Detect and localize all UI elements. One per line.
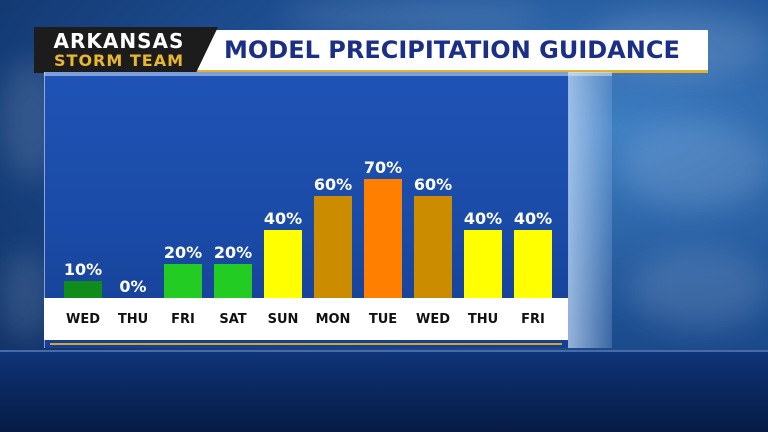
- day-label: FRI: [521, 312, 545, 327]
- bar-sat-3: [214, 264, 252, 298]
- sea-background: [0, 350, 768, 432]
- cloud: [280, 0, 540, 30]
- bar-fri-9: [514, 230, 552, 298]
- bar-mon-5: [314, 196, 352, 298]
- logo-line-2: STORM TEAM: [54, 51, 184, 70]
- bar-value-label: 60%: [314, 175, 352, 194]
- day-label: SAT: [219, 312, 246, 327]
- bar-fri-2: [164, 264, 202, 298]
- panel-shadow: [568, 72, 612, 348]
- day-label: THU: [118, 312, 148, 327]
- page-title: MODEL PRECIPITATION GUIDANCE: [224, 36, 680, 64]
- station-logo: ARKANSAS STORM TEAM: [34, 27, 218, 73]
- bar-value-label: 20%: [164, 243, 202, 262]
- cloud: [620, 120, 768, 210]
- bar-value-label: 20%: [214, 243, 252, 262]
- cloud: [0, 250, 50, 340]
- day-label: THU: [468, 312, 498, 327]
- logo-line-1: ARKANSAS: [53, 29, 185, 53]
- bar-thu-8: [464, 230, 502, 298]
- bar-value-label: 40%: [464, 209, 502, 228]
- bar-value-label: 70%: [364, 158, 402, 177]
- day-label: MON: [316, 312, 351, 327]
- horizon-line: [0, 350, 768, 352]
- bar-value-label: 60%: [414, 175, 452, 194]
- bar-value-label: 40%: [514, 209, 552, 228]
- bar-wed-7: [414, 196, 452, 298]
- bar-value-label: 0%: [119, 277, 146, 296]
- bar-sun-4: [264, 230, 302, 298]
- day-label: WED: [416, 312, 450, 327]
- day-label: FRI: [171, 312, 195, 327]
- panel-top-edge: [44, 72, 612, 76]
- bottom-rule: [50, 343, 562, 345]
- day-label: SUN: [268, 312, 299, 327]
- bar-tue-6: [364, 179, 402, 298]
- bar-value-label: 40%: [264, 209, 302, 228]
- day-label-strip: [44, 298, 568, 340]
- bar-wed-0: [64, 281, 102, 298]
- day-label: WED: [66, 312, 100, 327]
- bar-value-label: 10%: [64, 260, 102, 279]
- cloud: [630, 250, 768, 330]
- day-label: TUE: [369, 312, 397, 327]
